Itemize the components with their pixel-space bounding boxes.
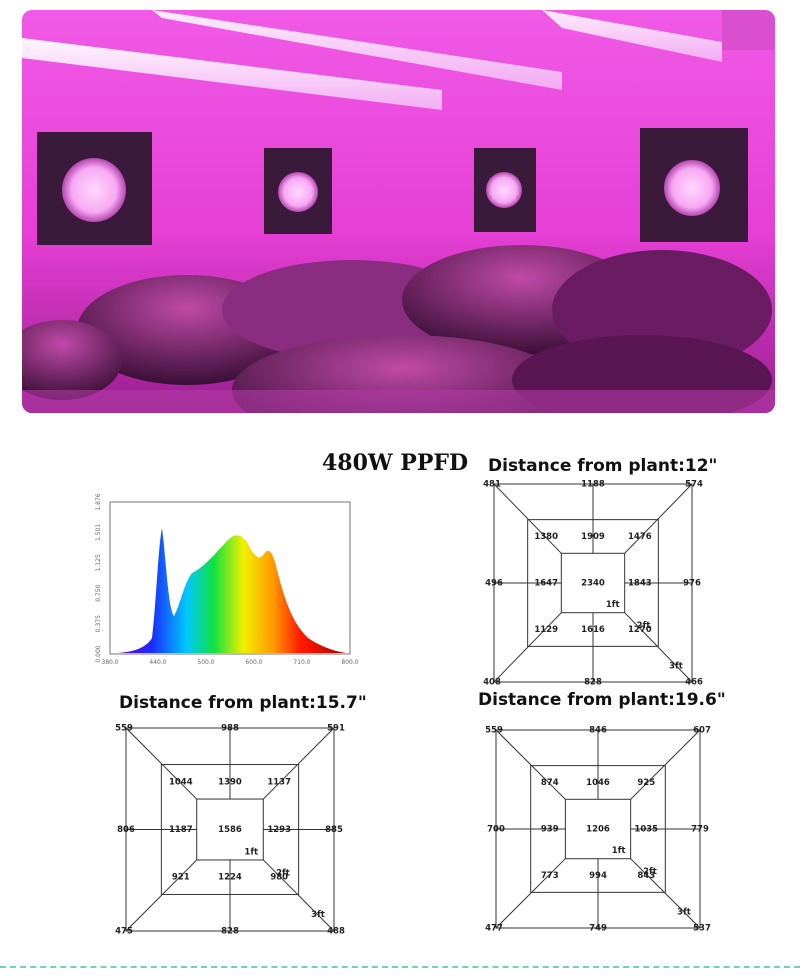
grow-room-photo — [22, 10, 775, 413]
ppfd-value: 1843 — [628, 579, 652, 589]
ppfd-value: 828 — [584, 678, 602, 688]
ppfd-value: 885 — [325, 825, 343, 835]
panel-title-15-7in: Distance from plant:15.7" — [119, 693, 367, 713]
ppfd-value: 779 — [691, 825, 709, 835]
ppfd-grid-line — [495, 729, 566, 800]
ppfd-center-value: 2340 — [581, 579, 605, 589]
ppfd-value: 1616 — [581, 625, 605, 635]
spectrum-x-tick: 800.0 — [341, 659, 358, 666]
ppfd-value: 976 — [683, 579, 701, 589]
spectrum-y-tick: 0.750 — [95, 584, 102, 601]
panel-title-19-6in: Distance from plant:19.6" — [478, 690, 726, 710]
ppfd-value: 574 — [685, 480, 703, 490]
ring-label-1ft: 1ft — [244, 847, 258, 857]
ppfd-value: 1035 — [634, 825, 658, 835]
ppfd-value: 466 — [685, 678, 703, 688]
ppfd-grid-line — [262, 859, 335, 932]
ring-label-2ft: 2ft — [276, 869, 290, 879]
ppfd-value: 537 — [693, 924, 711, 934]
panel-title-12in: Distance from plant:12" — [488, 456, 718, 476]
ppfd-value: 1188 — [581, 480, 605, 490]
ppfd-value: 773 — [541, 871, 559, 881]
ppfd-value: 408 — [483, 678, 501, 688]
ppfd-value: 980 — [270, 873, 288, 883]
ppfd-center-value: 1206 — [586, 825, 610, 835]
ring-label-3ft: 3ft — [677, 908, 691, 918]
ppfd-value: 1476 — [628, 532, 652, 542]
ppfd-grid-12in: 481 1188 574 496 976 408 828 466 1380 1909 1476 164… — [483, 480, 703, 688]
ppfd-value: 559 — [115, 724, 133, 734]
ppfd-value: 1137 — [267, 777, 291, 787]
ppfd-value: 1044 — [169, 777, 193, 787]
ppfd-grid-line — [262, 727, 335, 800]
ppfd-value: 1390 — [218, 777, 242, 787]
ppfd-grid-line — [495, 858, 566, 929]
spectrum-y-tick: 0.375 — [95, 615, 102, 632]
ring-label-2ft: 2ft — [643, 867, 657, 877]
ppfd-grid-line — [624, 483, 693, 554]
ppfd-value: 828 — [221, 927, 239, 937]
ppfd-value: 806 — [117, 825, 135, 835]
spectrum-x-tick: 380.0 — [101, 659, 118, 666]
ppfd-value: 1293 — [267, 825, 291, 835]
ppfd-grid-line — [493, 483, 562, 554]
ppfd-value: 700 — [487, 825, 505, 835]
ppfd-grid-19-6in: 559 846 607 700 779 477 749 537 874 1046 925 939 103… — [485, 726, 711, 934]
page-title: 480W PPFD — [322, 450, 469, 476]
ppfd-value: 1647 — [534, 579, 558, 589]
spectrum-y-tick: 0.000 — [95, 645, 102, 662]
ppfd-value: 1129 — [534, 625, 558, 635]
ppfd-value: 488 — [327, 927, 345, 937]
ppfd-grid-line — [630, 858, 701, 929]
ppfd-value: 925 — [637, 778, 655, 788]
ring-label-1ft: 1ft — [606, 600, 620, 610]
ppfd-value: 481 — [483, 480, 501, 490]
ppfd-value: 496 — [485, 579, 503, 589]
ppfd-grid-line — [624, 612, 693, 683]
ppfd-value: 874 — [541, 778, 559, 788]
ppfd-grid-line — [125, 859, 198, 932]
ppfd-value: 1187 — [169, 825, 193, 835]
ppfd-value: 988 — [221, 724, 239, 734]
ppfd-value: 749 — [589, 924, 607, 934]
spectrum-x-tick: 600.0 — [245, 659, 262, 666]
ring-label-3ft: 3ft — [669, 662, 683, 672]
spectrum-x-tick: 500.0 — [197, 659, 214, 666]
ppfd-value: 607 — [693, 726, 711, 736]
ppfd-value: 1046 — [586, 778, 610, 788]
ppfd-value: 843 — [637, 871, 655, 881]
ppfd-grid-15-7in: 559 988 591 806 885 475 828 488 1044 1390 1137 1187… — [115, 724, 345, 937]
ppfd-value: 477 — [485, 924, 503, 934]
ppfd-value: 846 — [589, 726, 607, 736]
spectrum-y-tick: 1.501 — [95, 524, 102, 541]
ppfd-value: 994 — [589, 871, 607, 881]
ring-label-1ft: 1ft — [612, 846, 626, 856]
ring-label-2ft: 2ft — [637, 621, 651, 631]
fan-1 — [37, 132, 152, 245]
ppfd-grid-line — [630, 729, 701, 800]
ppfd-value: 591 — [327, 724, 345, 734]
ppfd-grid-line — [125, 727, 198, 800]
spectrum-y-tick: 1.876 — [95, 493, 102, 510]
ppfd-value: 921 — [172, 873, 190, 883]
ppfd-center-value: 1586 — [218, 825, 242, 835]
ppfd-grid-line — [493, 612, 562, 683]
ppfd-value: 1909 — [581, 532, 605, 542]
ppfd-value: 475 — [115, 927, 133, 937]
spectrum-y-tick: 1.125 — [95, 554, 102, 571]
spectrum-x-tick: 710.0 — [293, 659, 310, 666]
ppfd-value: 939 — [541, 825, 559, 835]
ppfd-value: 1224 — [218, 873, 242, 883]
ppfd-value: 559 — [485, 726, 503, 736]
dashed-divider — [0, 966, 800, 968]
spectrum-chart: 380.0 440.0 500.0 600.0 710.0 800.0 0.000 0.37… — [88, 488, 360, 670]
ppfd-value: 1380 — [534, 532, 558, 542]
ppfd-value: 1270 — [628, 625, 652, 635]
ring-label-3ft: 3ft — [311, 910, 325, 920]
spectrum-x-tick: 440.0 — [149, 659, 166, 666]
